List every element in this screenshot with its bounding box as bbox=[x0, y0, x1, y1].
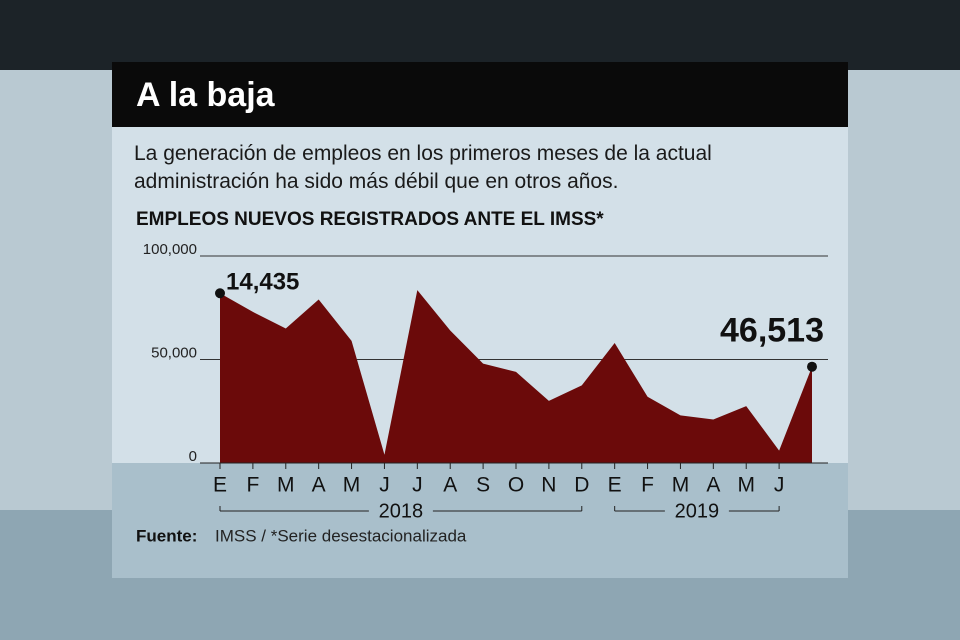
background-bar bbox=[0, 0, 960, 70]
x-tick-label: S bbox=[476, 474, 490, 497]
x-tick-label: E bbox=[608, 474, 622, 497]
area bbox=[220, 290, 812, 463]
y-tick-label: 50,000 bbox=[151, 344, 197, 361]
y-tick-label: 100,000 bbox=[143, 241, 197, 258]
x-tick-label: F bbox=[246, 474, 259, 497]
annotation: 46,513 bbox=[720, 312, 824, 350]
x-tick-label: A bbox=[443, 474, 457, 497]
x-tick-label: A bbox=[706, 474, 720, 497]
x-tick-label: M bbox=[343, 474, 361, 497]
point-marker bbox=[807, 361, 817, 372]
x-tick-label: F bbox=[641, 474, 654, 497]
subtitle: La generación de empleos en los primeros… bbox=[134, 142, 712, 193]
y-tick-label: 0 bbox=[189, 448, 197, 465]
year-label: 2018 bbox=[379, 500, 424, 522]
x-tick-label: J bbox=[412, 474, 423, 497]
x-tick-label: J bbox=[379, 474, 390, 497]
source-label: Fuente: bbox=[136, 526, 197, 545]
x-tick-label: N bbox=[541, 474, 556, 497]
chart-title: A la baja bbox=[136, 76, 276, 114]
source: IMSS / *Serie desestacionalizada bbox=[215, 526, 467, 545]
x-tick-label: E bbox=[213, 474, 227, 497]
x-tick-label: M bbox=[672, 474, 690, 497]
year-label: 2019 bbox=[675, 500, 720, 522]
chart-heading: EMPLEOS NUEVOS REGISTRADOS ANTE EL IMSS* bbox=[136, 209, 604, 230]
x-tick-label: A bbox=[312, 474, 326, 497]
card-footer bbox=[112, 463, 848, 578]
x-tick-label: J bbox=[774, 474, 785, 497]
x-tick-label: D bbox=[574, 474, 589, 497]
x-tick-label: O bbox=[508, 474, 524, 497]
x-tick-label: M bbox=[737, 474, 755, 497]
x-tick-label: M bbox=[277, 474, 295, 497]
subtitle-box: La generación de empleos en los primeros… bbox=[134, 142, 712, 193]
point-marker bbox=[215, 288, 225, 299]
title-bar bbox=[112, 62, 848, 127]
annotation: 14,435 bbox=[226, 269, 299, 296]
